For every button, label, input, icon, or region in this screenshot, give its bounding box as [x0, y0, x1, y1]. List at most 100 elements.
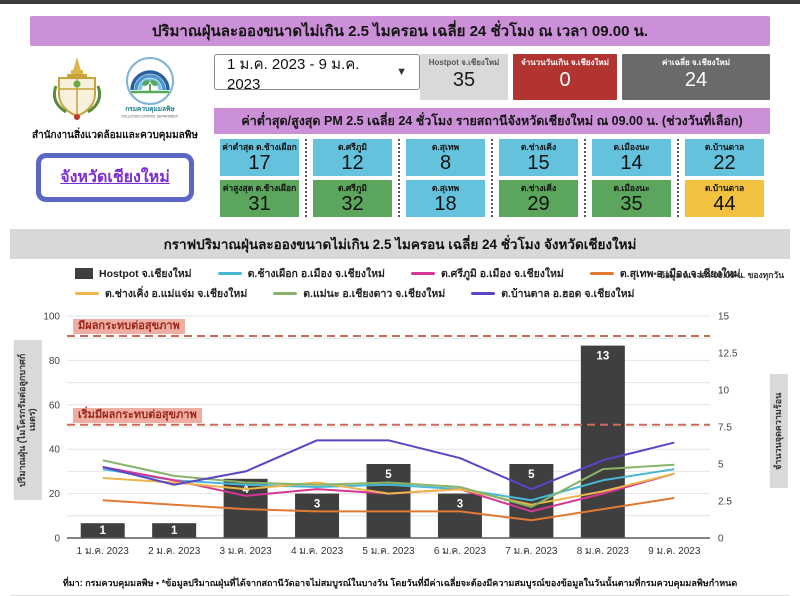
- hotspot-bar: [437, 493, 482, 538]
- legend-item[interactable]: ต.สุเทพ อ.เมือง จ.เชียงใหม่: [589, 265, 741, 282]
- kpi-average-value: 24: [684, 69, 708, 91]
- station-min-cell: ต.ช่างเคิ่ง 15: [499, 139, 578, 176]
- station-min-cell: ต.สุเทพ 8: [406, 139, 485, 176]
- kpi-average: ค่าเฉลี่ย จ.เชียงใหม่ 24: [622, 54, 770, 100]
- line-series-swatch-icon: [410, 272, 435, 275]
- legend-item[interactable]: ต.ช้างเผือก อ.เมือง จ.เชียงใหม่: [217, 265, 385, 282]
- station-max-value: 32: [341, 193, 364, 216]
- left-axis-tick: 100: [43, 312, 60, 323]
- province-button-inner: จังหวัดเชียงใหม่: [41, 158, 189, 197]
- x-axis-label: 6 ม.ค. 2023: [434, 546, 487, 557]
- legend-label: Hostpot จ.เชียงใหม่: [99, 268, 192, 280]
- left-axis-tick: 80: [49, 356, 61, 367]
- legend-label: ต.ช่างเคิ่ง อ.แม่แจ่ม จ.เชียงใหม่: [105, 288, 248, 300]
- combo-chart: 0 20 40 60 80 100 0 2.5 5 7.5 10 12.5 15 1 ม.ค. 2023 2…: [10, 304, 790, 572]
- x-axis-label: 1 ม.ค. 2023: [77, 546, 130, 557]
- logos-row: กรมควบคุมมลพิษ POLLUTION CONTROL DEPARTM…: [46, 56, 184, 120]
- source-note: ที่มา: กรมควบคุมมลพิษ • *ข้อมูลปริมาณฝุ่…: [62, 578, 738, 588]
- top-content-row: กรมควบคุมมลพิษ POLLUTION CONTROL DEPARTM…: [30, 54, 770, 217]
- station-max-cell: ต.ช่างเคิ่ง 29: [499, 180, 578, 217]
- kpi-days-exceeded-value: 0: [559, 69, 571, 91]
- station-min-value: 12: [341, 152, 364, 175]
- station-min-cell: ค่าต่ำสุด ต.ช้างเผือก 17: [220, 139, 299, 176]
- x-axis-label: 5 ม.ค. 2023: [362, 546, 415, 557]
- station-max-value: 35: [620, 193, 643, 216]
- legend-label: ต.ช้างเผือก อ.เมือง จ.เชียงใหม่: [247, 268, 385, 280]
- x-axis-label: 3 ม.ค. 2023: [220, 546, 273, 557]
- station-max-cell: ต.เมืองนะ 35: [592, 180, 671, 217]
- hotspot-bar-value: 3: [457, 499, 463, 511]
- x-axis-label: 8 ม.ค. 2023: [577, 546, 630, 557]
- station-max-cell: ต.ศรีภูมิ 32: [313, 180, 392, 217]
- legend-row-1: Hostpot จ.เชียงใหม่ ต.ช้างเผือก อ.เมือง จ…: [75, 265, 782, 282]
- station-max-cell: ต.สุเทพ 18: [406, 180, 485, 217]
- legend-label: ต.สุเทพ อ.เมือง จ.เชียงใหม่: [619, 268, 741, 280]
- station-line: [102, 468, 675, 502]
- right-axis-title: จำนวนจุดความร้อน: [770, 374, 788, 488]
- right-axis-tick: 0: [718, 534, 724, 545]
- hotspot-bar: [80, 523, 125, 538]
- kpi-days-exceeded: จำนวนวันเกิน จ.เชียงใหม่ 0: [513, 54, 617, 100]
- station-max-label: ต.สุเทพ: [431, 183, 460, 193]
- station-min-cell: ต.เมืองนะ 14: [592, 139, 671, 176]
- legend-label: ต.บ้านตาล อ.ฮอด จ.เชียงใหม่: [501, 288, 635, 300]
- right-axis-tick: 12.5: [718, 349, 738, 360]
- station-max-cell: ค่าสูงสุด ต.ช้างเผือก 31: [220, 180, 299, 217]
- line-series-swatch-icon: [217, 272, 242, 275]
- station-max-cell: ต.บ้านตาล 44: [685, 180, 764, 217]
- kpi-boxes: Hostpot จ.เชียงใหม่ 35 จำนวนวันเกิน จ.เช…: [420, 54, 770, 100]
- left-axis-tick: 20: [49, 489, 61, 500]
- station-min-label: ต.สุเทพ: [431, 142, 460, 152]
- station-column: ต.บ้านตาล 22 ต.บ้านตาล 44: [679, 139, 770, 217]
- date-range-selector[interactable]: 1 ม.ค. 2023 - 9 ม.ค. 2023 ▼: [214, 54, 420, 93]
- province-button[interactable]: จังหวัดเชียงใหม่: [36, 153, 194, 202]
- right-axis-tick: 10: [718, 386, 730, 397]
- station-line: [102, 459, 675, 508]
- station-max-value: 29: [527, 193, 550, 216]
- line-series-swatch-icon: [471, 292, 496, 295]
- left-axis-title: ปริมาณฝุ่น (ไมโครกรัมต่อลูกบาศก์เมตร): [14, 340, 42, 500]
- station-min-cell: ต.ศรีภูมิ 12: [313, 139, 392, 176]
- x-axis-label: 9 ม.ค. 2023: [648, 546, 701, 557]
- legend-label: ต.ศรีภูมิ อ.เมือง จ.เชียงใหม่: [440, 268, 564, 280]
- station-max-label: ต.ศรีภูมิ: [337, 183, 368, 193]
- legend-item[interactable]: Hostpot จ.เชียงใหม่: [75, 265, 192, 282]
- pcd-logo-thai-name: กรมควบคุมมลพิษ: [125, 105, 175, 113]
- station-min-value: 15: [527, 152, 550, 175]
- office-name: สำนักงานสิ่งแวดล้อมและควบคุมมลพิษ: [32, 130, 198, 141]
- kpi-hotspot: Hostpot จ.เชียงใหม่ 35: [420, 54, 508, 100]
- x-axis-label: 7 ม.ค. 2023: [505, 546, 558, 557]
- window-top-edge: [0, 0, 800, 4]
- station-min-cell: ต.บ้านตาล 22: [685, 139, 764, 176]
- minmax-section-title: ค่าต่ำสุด/สูงสุด PM 2.5 เฉลี่ย 24 ชั่วโม…: [214, 108, 770, 134]
- legend-item[interactable]: ต.ช่างเคิ่ง อ.แม่แจ่ม จ.เชียงใหม่: [75, 285, 247, 302]
- legend-row-2: ต.ช่างเคิ่ง อ.แม่แจ่ม จ.เชียงใหม่ ต.แม่นะ…: [75, 285, 782, 302]
- station-min-label: ต.ช่างเคิ่ง: [520, 142, 557, 152]
- station-max-value: 18: [434, 193, 457, 216]
- right-axis-tick: 15: [718, 312, 730, 323]
- threshold-label: เริ่มมีผลกระทบต่อสุขภาพ: [73, 407, 202, 423]
- legend-label: ต.แม่นะ อ.เชียงดาว จ.เชียงใหม่: [303, 288, 446, 300]
- station-min-label: ค่าต่ำสุด ต.ช้างเผือก: [222, 142, 297, 152]
- legend-item[interactable]: ต.ศรีภูมิ อ.เมือง จ.เชียงใหม่: [410, 265, 564, 282]
- station-line: [102, 472, 675, 506]
- station-max-label: ต.บ้านตาล: [704, 183, 745, 193]
- station-min-value: 14: [620, 152, 643, 175]
- legend-item[interactable]: ต.แม่นะ อ.เชียงดาว จ.เชียงใหม่: [273, 285, 445, 302]
- date-range-value: 1 ม.ค. 2023 - 9 ม.ค. 2023: [227, 55, 360, 93]
- chart-title: กราฟปริมาณฝุ่นละอองขนาดไม่เกิน 2.5 ไมครอ…: [10, 229, 790, 259]
- station-minmax-grid: ค่าต่ำสุด ต.ช้างเผือก 17 ค่าสูงสุด ต.ช้า…: [214, 139, 770, 217]
- station-min-value: 17: [248, 152, 271, 175]
- line-series-swatch-icon: [273, 292, 298, 295]
- threshold-label: มีผลกระทบต่อสุขภาพ: [73, 318, 185, 334]
- hotspot-bar: [295, 493, 340, 538]
- line-series-swatch-icon: [589, 272, 614, 275]
- station-column: ต.ช่างเคิ่ง 15 ต.ช่างเคิ่ง 29: [493, 139, 586, 217]
- station-column: ต.ศรีภูมิ 12 ต.ศรีภูมิ 32: [307, 139, 400, 217]
- left-axis-tick: 60: [49, 400, 61, 411]
- right-axis-tick: 2.5: [718, 497, 732, 508]
- legend-item[interactable]: ต.บ้านตาล อ.ฮอด จ.เชียงใหม่: [471, 285, 634, 302]
- right-axis-tick: 7.5: [718, 423, 732, 434]
